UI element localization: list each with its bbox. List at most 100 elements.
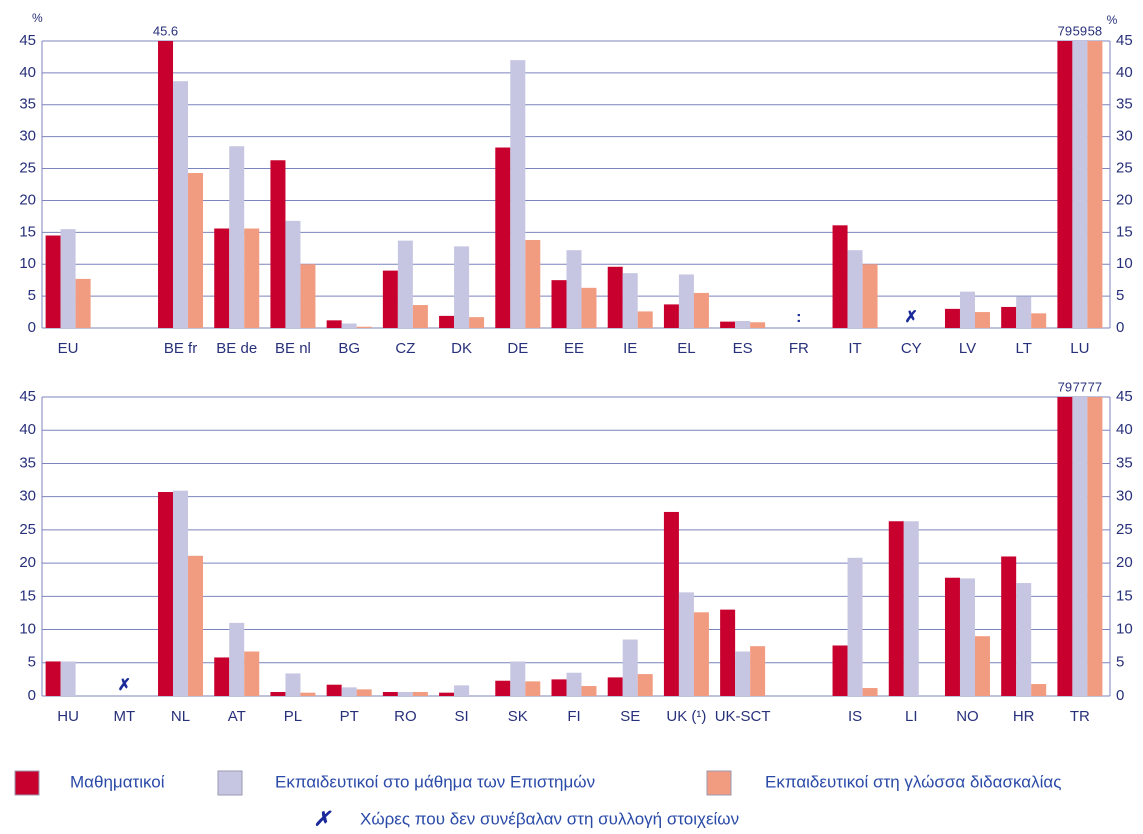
value-label: 79 (1058, 23, 1072, 38)
x-tick-label: TR (1070, 708, 1090, 725)
bar (300, 692, 316, 696)
bar (847, 557, 863, 696)
x-tick-label: MT (113, 708, 135, 725)
legend-label: Εκπαιδευτικοί στη γλώσσα διδασκαλίας (765, 772, 1061, 791)
x-tick-label: DE (507, 340, 528, 357)
x-tick-label: EU (58, 340, 79, 357)
x-tick-label: RO (394, 708, 417, 725)
bar (45, 661, 61, 696)
x-tick-label: UK (¹) (666, 708, 706, 725)
bar (862, 264, 878, 328)
bar (1001, 306, 1017, 328)
bar (1087, 41, 1103, 328)
x-tick-label: ES (733, 340, 753, 357)
bar (382, 270, 398, 328)
x-tick-label: FR (789, 340, 809, 357)
bar (495, 147, 511, 328)
y2-tick-label: 45 (1116, 388, 1133, 405)
bar (551, 280, 567, 328)
legend-label: Εκπαιδευτικοί στο μάθημα των Επιστημών (275, 772, 595, 791)
y2-tick-label: 0 (1116, 319, 1124, 336)
bar (75, 278, 91, 328)
note-text: Χώρες που δεν συνέβαλαν στη συλλογή στοι… (360, 809, 739, 828)
bar (663, 304, 679, 328)
legend-swatch (14, 770, 40, 796)
legend-swatch (217, 770, 243, 796)
bar (300, 264, 316, 328)
y-tick-label: 40 (19, 64, 36, 81)
bar (1072, 41, 1088, 328)
bar (735, 320, 751, 328)
x-tick-label: IS (848, 708, 862, 725)
bar (439, 315, 455, 328)
value-label: 79 (1058, 379, 1072, 394)
bar (959, 578, 975, 696)
value-label: 59 (1073, 23, 1087, 38)
bar (244, 228, 260, 328)
bar (397, 692, 413, 696)
y2-tick-label: 15 (1116, 223, 1133, 240)
bar (944, 577, 960, 696)
bar (356, 689, 372, 696)
bar (581, 686, 597, 696)
y2-tick-label: 10 (1116, 621, 1133, 638)
y-tick-label: 30 (19, 128, 36, 145)
x-tick-label: CZ (395, 340, 415, 357)
x-tick-label: EE (564, 340, 584, 357)
bar (285, 220, 301, 328)
bar (454, 685, 470, 696)
bar (229, 622, 245, 696)
bar (888, 521, 904, 696)
bar (862, 688, 878, 696)
y-tick-label: 5 (28, 654, 36, 671)
bar (341, 323, 357, 328)
x-tick-label: SI (454, 708, 468, 725)
bar (326, 684, 342, 696)
bar (214, 228, 230, 328)
bar (158, 41, 174, 328)
y2-tick-label: 15 (1116, 587, 1133, 604)
bar (663, 511, 679, 696)
bar (1057, 41, 1073, 328)
bar (495, 680, 511, 696)
bar (720, 321, 736, 328)
bar (903, 521, 919, 696)
x-tick-label: LT (1015, 340, 1031, 357)
y-tick-label: 20 (19, 554, 36, 571)
bar (341, 687, 357, 696)
x-tick-label: BE nl (275, 340, 311, 357)
y-axis-label: % (32, 11, 43, 25)
x-tick-label: LI (905, 708, 918, 725)
y-tick-label: 30 (19, 488, 36, 505)
y-tick-label: 15 (19, 223, 36, 240)
value-label: 58 (1088, 23, 1102, 38)
bar (622, 273, 638, 328)
bar (45, 235, 61, 328)
bars (45, 41, 1103, 328)
bar (566, 250, 582, 328)
bar (229, 146, 245, 328)
bar (959, 291, 975, 328)
bar (974, 312, 990, 328)
missing-marker: ✗ (118, 677, 131, 694)
x-tick-label: EL (677, 340, 695, 357)
bar (1001, 556, 1017, 696)
bar (270, 692, 286, 696)
x-tick-label: DK (451, 340, 472, 357)
bar (214, 657, 230, 696)
bar (607, 266, 623, 328)
bar (270, 160, 286, 328)
x-tick-label: SK (508, 708, 528, 725)
x-tick-label: IT (848, 340, 861, 357)
bar (693, 612, 709, 696)
x-tick-label: PT (340, 708, 359, 725)
bars (45, 397, 1103, 696)
y-tick-label: 20 (19, 191, 36, 208)
y2-tick-label: 30 (1116, 128, 1133, 145)
bar (607, 677, 623, 696)
value-label: 77 (1088, 379, 1102, 394)
bar (326, 320, 342, 328)
x-tick-label: SE (620, 708, 640, 725)
bar (944, 308, 960, 328)
legend-swatch (706, 770, 732, 796)
